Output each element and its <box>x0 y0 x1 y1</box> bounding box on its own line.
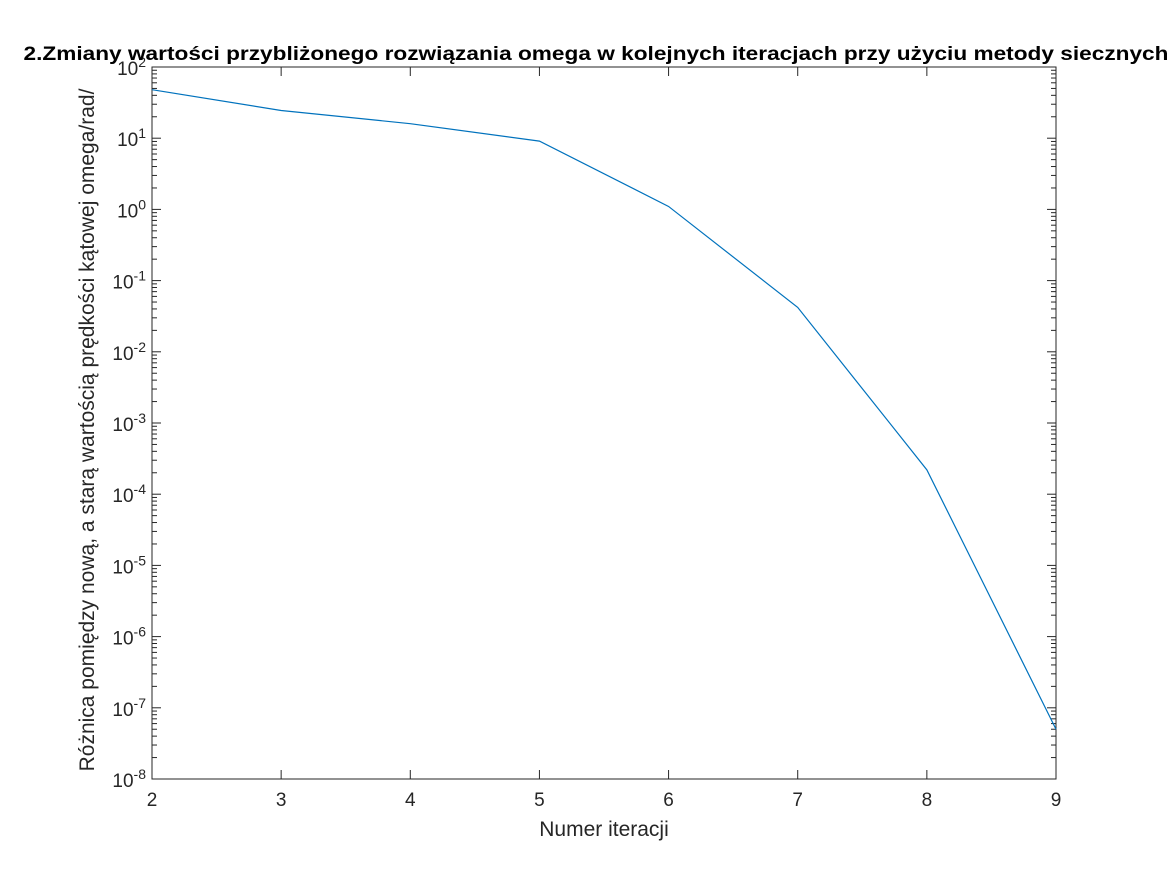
y-tick-label: 10-8 <box>112 766 146 792</box>
y-tick-label: 10-1 <box>112 268 146 294</box>
x-tick-label: 4 <box>405 790 416 811</box>
y-axis-label: Różnica pomiędzy nową, a starą wartością… <box>76 88 99 771</box>
x-tick-label: 8 <box>922 790 933 811</box>
x-tick-label: 5 <box>534 790 545 811</box>
x-tick-label: 7 <box>792 790 803 811</box>
y-tick-label: 10-4 <box>112 481 146 507</box>
x-tick-labels: 2 3 4 5 6 7 8 9 <box>147 790 1062 811</box>
y-tick-label: 10-5 <box>112 552 146 578</box>
x-tick-label: 3 <box>276 790 287 811</box>
x-tick-label: 9 <box>1051 790 1062 811</box>
series-group <box>151 89 1057 730</box>
y-tick-label: 101 <box>117 125 146 151</box>
y-tick-labels: 10-8 10-7 10-6 10-5 10-4 10-3 10-2 10-1 100 101 10… <box>112 54 146 792</box>
x-tick-label: 6 <box>663 790 674 811</box>
y-tick-label: 10-7 <box>112 695 146 721</box>
y-tick-label: 102 <box>117 54 146 80</box>
y-tick-label: 10-2 <box>112 339 146 365</box>
series-line <box>151 89 1057 730</box>
y-tick-label: 10-6 <box>112 624 146 650</box>
x-axis-label: Numer iteracji <box>539 818 669 841</box>
y-tick-label: 10-3 <box>112 410 146 436</box>
axis-ticks <box>151 66 1057 780</box>
x-tick-label: 2 <box>147 790 158 811</box>
y-tick-label: 100 <box>117 196 146 222</box>
chart-title: 2.Zmiany wartości przybliżonego rozwiąza… <box>24 44 1167 65</box>
